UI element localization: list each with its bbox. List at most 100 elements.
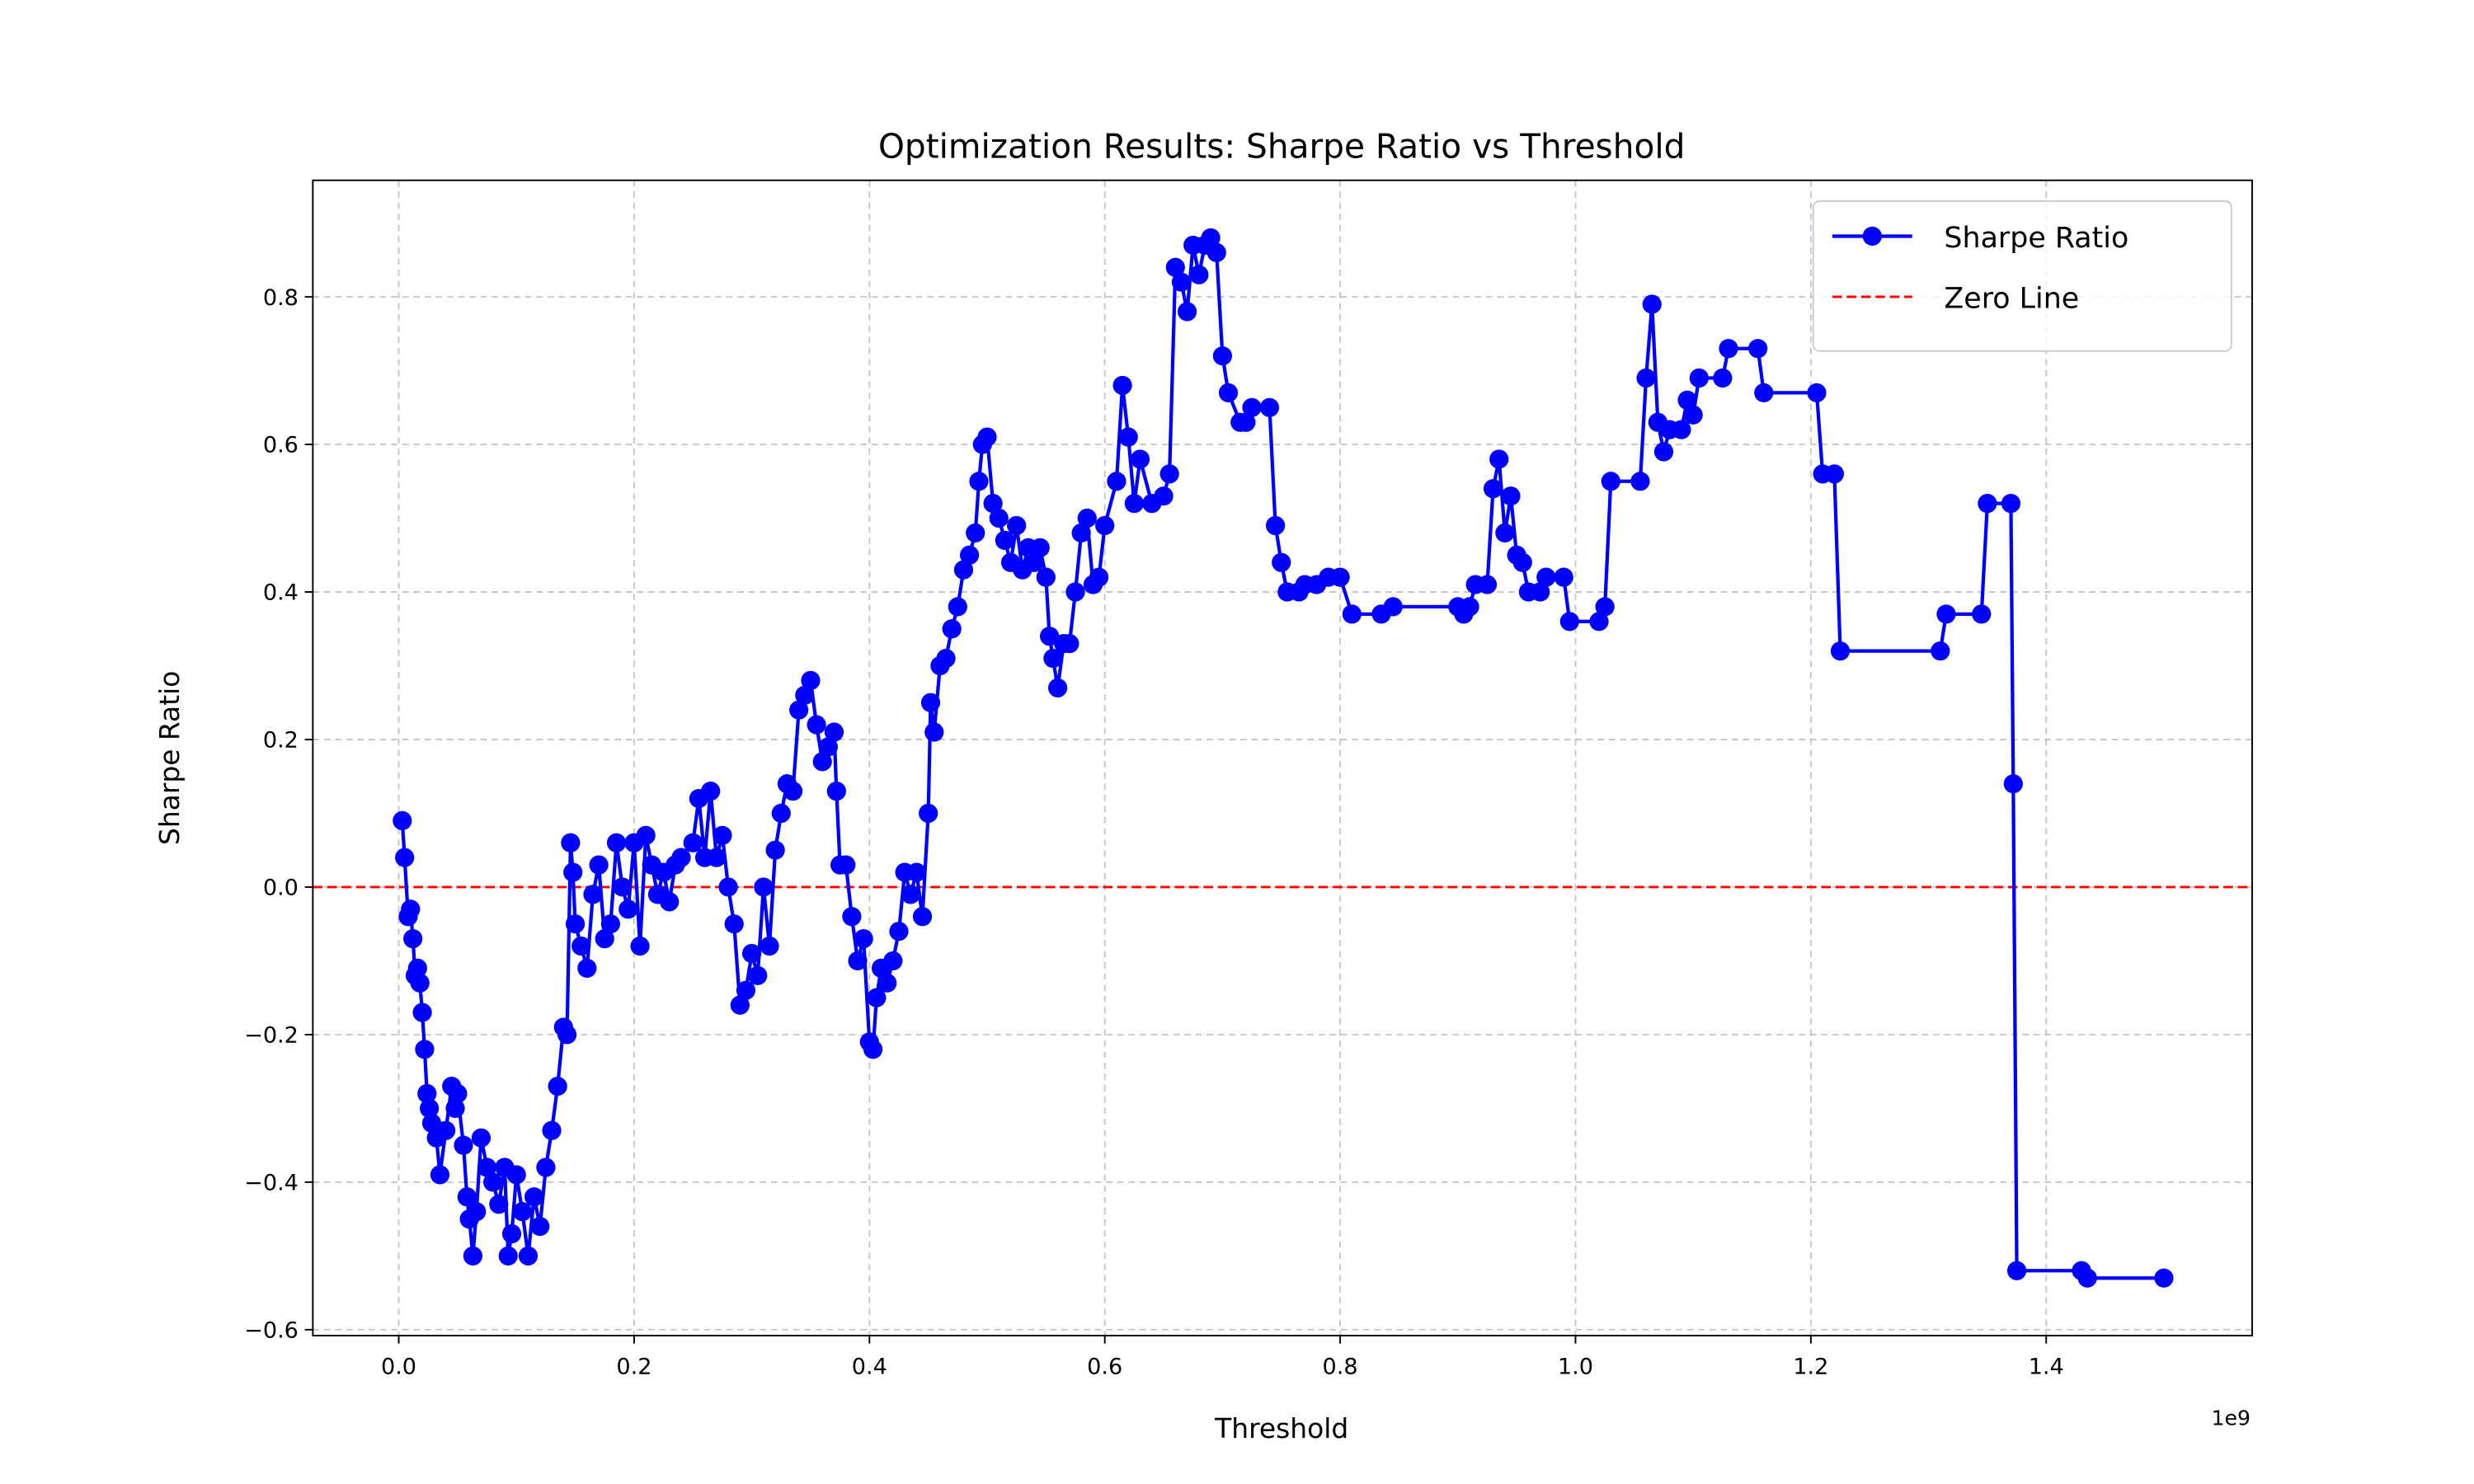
data-point (801, 670, 821, 691)
data-point (2003, 774, 2023, 794)
data-point (557, 1025, 577, 1045)
data-point (430, 1165, 450, 1185)
data-point (1512, 552, 1532, 572)
data-point (454, 1135, 473, 1155)
data-point (1595, 597, 1615, 617)
x-tick-label: 1.0 (1558, 1354, 1593, 1379)
data-point (467, 1202, 487, 1222)
data-point (1154, 486, 1174, 506)
legend-box (1812, 200, 2232, 352)
data-point (1118, 427, 1138, 447)
plot-area (313, 228, 2252, 1288)
data-point (760, 936, 779, 956)
data-point (854, 928, 873, 949)
chart-title: Optimization Results: Sharpe Ratio vs Th… (878, 127, 1685, 167)
y-axis-label: Sharpe Ratio (153, 671, 186, 845)
data-point (471, 1128, 492, 1148)
data-point (518, 1246, 539, 1266)
data-point (542, 1120, 562, 1140)
data-point (1095, 515, 1115, 536)
data-point (1501, 486, 1521, 506)
data-point (1218, 383, 1239, 403)
data-point (536, 1158, 556, 1177)
data-point (1477, 575, 1498, 594)
data-point (606, 833, 627, 852)
data-point (548, 1076, 567, 1097)
data-point (1677, 390, 1697, 410)
data-point (1931, 641, 1950, 661)
data-point (919, 803, 938, 824)
data-point (600, 914, 620, 934)
data-point (1259, 397, 1280, 417)
data-point (1689, 368, 1709, 388)
data-point (595, 928, 614, 949)
x-tick-label: 0.8 (1323, 1354, 1358, 1379)
data-point (877, 973, 897, 993)
x-tick-label: 0.2 (616, 1354, 651, 1379)
data-point (1165, 257, 1185, 277)
data-point (683, 833, 703, 852)
data-point (1642, 294, 1662, 314)
data-point (1601, 472, 1620, 491)
data-point (1036, 567, 1056, 587)
data-point (736, 980, 756, 1000)
data-point (1171, 272, 1192, 292)
data-point (583, 885, 603, 904)
data-point (1489, 449, 1509, 469)
data-point (483, 1172, 503, 1192)
data-point (836, 855, 856, 875)
data-point (1024, 552, 1044, 572)
data-point (589, 855, 609, 875)
data-point (789, 700, 809, 720)
data-point (1672, 420, 1691, 439)
data-point (1130, 449, 1150, 469)
data-point (1112, 375, 1132, 396)
data-point (524, 1187, 544, 1207)
ticks: 0.0 0.2 0.4 0.6 0.8 1.0 1.2 1.4 −0.6 −0.4 −0.2 0.0 0… (244, 285, 2064, 1380)
data-point (448, 1083, 468, 1104)
data-point (1554, 567, 1573, 587)
data-point (1824, 464, 1845, 484)
legend: Sharpe Ratio Zero Line (1812, 200, 2232, 352)
data-point (889, 922, 909, 942)
data-point (1177, 302, 1197, 322)
data-point (1536, 567, 1556, 587)
data-point (395, 848, 415, 867)
data-point (420, 1098, 440, 1119)
data-point (1201, 228, 1221, 248)
data-point (977, 427, 997, 447)
x-axis-label: Threshold (1214, 1412, 1348, 1444)
x-tick-label: 1.4 (2029, 1354, 2064, 1379)
data-point (771, 803, 791, 824)
data-point (2154, 1268, 2174, 1288)
data-point (1159, 464, 1179, 484)
data-point (477, 1158, 497, 1177)
data-point (883, 951, 903, 971)
data-point (707, 848, 727, 867)
data-point (812, 752, 832, 772)
data-point (630, 936, 650, 956)
y-tick-label: −0.4 (244, 1171, 299, 1196)
data-point (1040, 627, 1060, 646)
data-point (842, 907, 862, 927)
data-point (565, 914, 586, 934)
data-point (754, 877, 774, 897)
data-point (421, 1113, 442, 1133)
data-point (1212, 346, 1232, 366)
data-point (1089, 567, 1109, 587)
data-point (1531, 582, 1550, 602)
data-point (1713, 368, 1733, 388)
data-point (848, 951, 868, 971)
data-point (1206, 242, 1226, 263)
grid (313, 180, 2252, 1336)
legend-label: Sharpe Ratio (1944, 222, 2128, 255)
data-point (512, 1202, 532, 1222)
data-point (818, 737, 838, 757)
data-point (489, 1195, 509, 1214)
data-point (1048, 678, 1068, 697)
data-point (969, 472, 989, 491)
data-point (577, 958, 597, 978)
data-point (412, 1003, 432, 1022)
data-point (912, 907, 933, 927)
